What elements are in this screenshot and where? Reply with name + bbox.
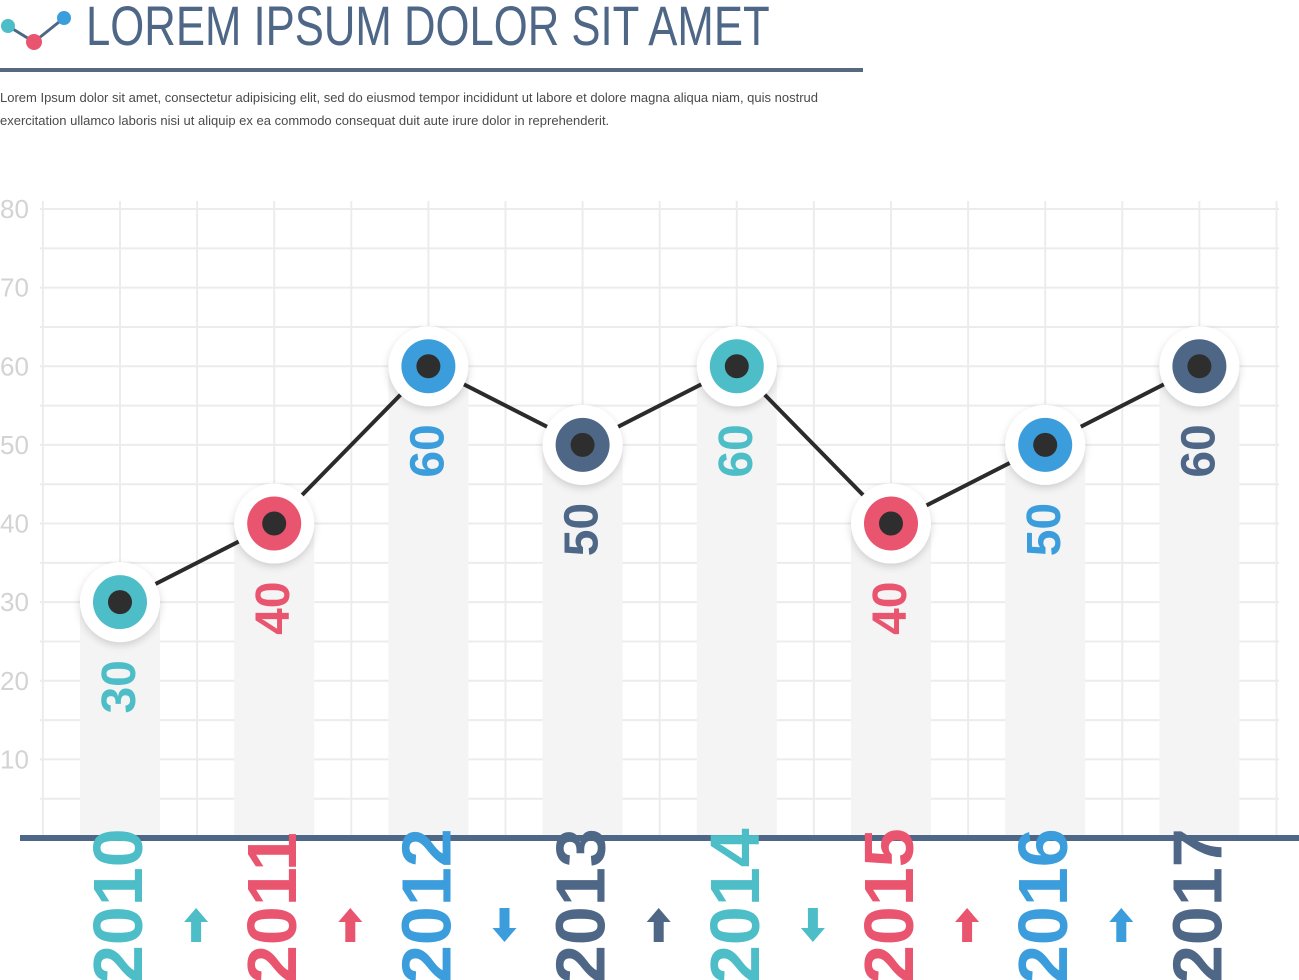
x-axis-baseline: [20, 835, 1299, 841]
arrow-up-icon: [1109, 908, 1134, 942]
arrow-up-icon: [184, 908, 209, 942]
data-label: 50: [556, 503, 609, 556]
page-description: Lorem Ipsum dolor sit amet, consectetur …: [0, 90, 818, 128]
line-chart-icon: [1, 11, 71, 50]
data-label: 60: [401, 424, 454, 477]
change-arrows: [184, 908, 1134, 942]
data-point: 30: [80, 562, 160, 714]
x-tick-label: 2015: [850, 828, 928, 980]
chart-grid: [40, 201, 1279, 838]
value-column: [388, 366, 469, 838]
page-title: LOREM IPSUM DOLOR SIT AMET: [86, 0, 770, 57]
data-point-center: [570, 432, 595, 457]
data-label: 60: [710, 424, 763, 477]
data-point: 50: [542, 404, 623, 556]
x-tick-label: 2011: [233, 832, 311, 980]
data-point-center: [108, 590, 132, 615]
y-tick-label: 70: [0, 273, 29, 303]
x-axis: 2010 2011 2012 2013 2014 2015 2016 2017: [79, 828, 1236, 980]
arrow-up-icon: [955, 908, 980, 942]
data-point: 40: [851, 483, 931, 635]
data-point-center: [262, 511, 287, 536]
y-tick-label: 60: [0, 351, 29, 381]
value-column: [234, 523, 315, 838]
data-label: 40: [864, 582, 917, 635]
value-column: [1159, 366, 1240, 838]
y-tick-label: 10: [0, 744, 29, 774]
y-tick-label: 40: [0, 509, 29, 539]
x-tick-label: 2013: [542, 828, 620, 980]
data-point-center: [1033, 432, 1058, 457]
data-point-center: [879, 511, 903, 536]
y-tick-label: 80: [0, 194, 29, 224]
value-column: [1005, 444, 1086, 838]
data-points: 30 40 60 50 60 40 50 60: [80, 326, 1240, 714]
arrow-up-icon: [338, 908, 363, 942]
data-point-center: [724, 354, 749, 379]
value-column: [542, 444, 623, 838]
arrow-down-icon: [800, 908, 825, 942]
data-label: 60: [1172, 424, 1225, 477]
data-label: 30: [93, 660, 146, 713]
y-tick-label: 30: [0, 587, 29, 617]
x-tick-label: 2010: [79, 828, 157, 980]
arrow-up-icon: [646, 908, 671, 942]
data-point: 50: [1005, 404, 1086, 556]
x-tick-label: 2017: [1158, 828, 1236, 980]
data-point-center: [1187, 354, 1212, 379]
y-tick-label: 20: [0, 666, 29, 696]
y-axis: 10 20 30 40 50 60 70 80: [0, 194, 1299, 841]
data-label: 40: [247, 582, 300, 635]
x-tick-label: 2014: [696, 828, 774, 980]
data-point: 60: [1159, 326, 1240, 478]
x-tick-label: 2016: [1004, 828, 1082, 980]
data-point: 60: [388, 326, 469, 478]
title-divider: [0, 68, 863, 72]
data-label: 50: [1018, 503, 1071, 556]
x-tick-label: 2012: [387, 828, 465, 980]
arrow-down-icon: [492, 908, 517, 942]
data-point: 60: [696, 326, 777, 478]
value-column: [696, 366, 777, 838]
data-point-center: [416, 354, 441, 379]
value-column: [851, 523, 931, 838]
y-tick-label: 50: [0, 430, 29, 460]
data-point: 40: [234, 483, 315, 635]
